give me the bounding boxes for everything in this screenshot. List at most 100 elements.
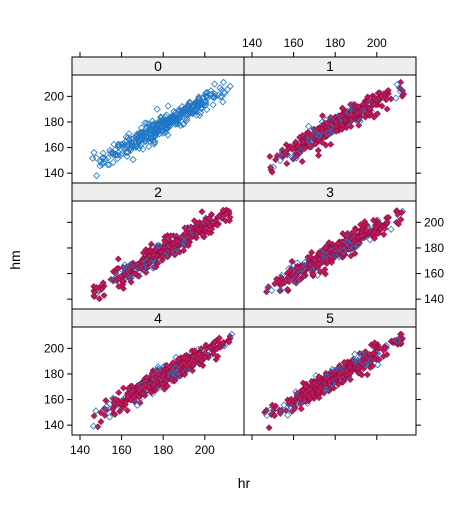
point-filled [327,140,335,148]
point-open [129,156,137,164]
point-open [123,264,131,272]
point-open [89,422,98,430]
point-open [284,411,292,419]
point-filled [370,216,377,224]
point-filled [208,225,216,233]
point-open [89,154,97,162]
point-open [118,266,126,274]
point-filled [265,424,273,432]
point-filled [334,380,342,388]
y-tick-label: 160 [44,141,64,155]
point-open [158,127,167,135]
point-filled [184,242,192,250]
point-filled [162,361,170,369]
point-filled [359,100,367,108]
point-open [106,146,114,155]
point-filled [273,152,281,160]
y-axis-label: hm [7,250,23,269]
point-open [297,147,305,155]
point-filled [135,386,143,394]
point-open [306,134,314,142]
point-filled [160,244,168,251]
point-filled [363,371,371,379]
point-open [358,350,366,358]
point-filled [213,221,221,229]
point-filled [383,95,391,102]
point-filled [212,356,220,363]
point-filled [191,347,199,355]
point-filled [332,127,340,135]
point-filled [383,218,391,226]
point-filled [96,295,103,303]
x-tick-label: 140 [70,443,90,457]
point-open [153,120,162,128]
point-filled [158,256,166,264]
point-filled [366,105,374,113]
point-open [166,114,174,122]
point-filled [205,215,213,223]
point-open [123,152,131,160]
point-open [343,238,351,246]
point-open [142,125,150,133]
point-open [186,98,194,106]
point-filled [368,356,376,364]
x-tick-label: 180 [153,443,173,457]
point-filled [201,354,209,361]
point-open [150,133,158,141]
point-filled [199,231,207,239]
point-open [122,133,130,141]
point-filled [93,284,101,291]
point-open [145,120,153,128]
point-filled [180,247,188,255]
point-open [92,407,100,415]
point-open [216,84,224,92]
point-filled [99,279,107,287]
point-open [292,388,300,396]
point-open [202,93,211,101]
point-open [125,145,133,153]
y-tick-label: 160 [424,267,444,281]
point-filled [384,87,392,94]
point-open [209,101,217,109]
point-open [362,361,370,369]
x-axis-label: hr [238,475,251,491]
point-filled [101,411,109,419]
point-filled [309,271,317,279]
point-open [171,370,179,378]
point-open [127,139,135,147]
point-open [374,361,382,369]
point-filled [289,145,296,153]
point-open [393,336,402,344]
point-filled [377,225,385,233]
point-open [278,407,286,415]
y-tick-label: 160 [44,393,64,407]
point-open [164,131,172,139]
point-open [98,154,106,162]
point-open [331,252,339,260]
point-open [127,144,135,152]
point-filled [318,138,326,146]
point-filled [192,230,200,238]
point-filled [209,350,217,358]
point-filled [100,292,108,299]
point-open [210,94,218,102]
point-open [223,85,232,94]
point-filled [141,381,149,389]
point-filled [114,274,121,282]
point-filled [397,330,405,338]
point-filled [199,362,207,370]
point-filled [311,379,319,387]
point-filled [222,210,230,218]
point-open [163,121,171,129]
point-filled [370,228,378,236]
point-open [344,249,352,257]
point-filled [102,397,110,404]
y-tick-label: 140 [44,418,64,432]
point-open [128,273,136,281]
x-tick-label: 180 [325,36,345,50]
point-open [154,122,162,130]
point-open [110,140,118,148]
point-filled [276,287,284,295]
point-open [287,403,295,411]
point-filled [315,394,323,402]
